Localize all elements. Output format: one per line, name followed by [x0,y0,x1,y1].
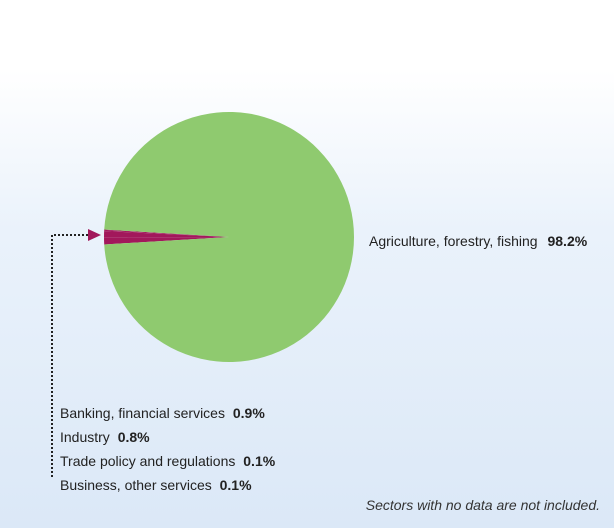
slice-value: 0.1% [243,453,275,469]
slice-label-business: Business, other services 0.1% [60,477,252,493]
pie-slice-banking-financial-services [104,237,229,245]
pie-slice-industry [104,231,229,238]
pie-slice-agriculture-forestry-fishing [104,112,355,363]
pie-slice-business-other-services [104,229,229,237]
connector-arrow-icon [88,229,101,241]
pie-slice-trade-policy-and-regulations [104,230,229,237]
slice-label-trade: Trade policy and regulations 0.1% [60,453,276,469]
slice-name: Trade policy and regulations [60,453,235,469]
slice-value: 98.2% [547,233,587,249]
chart-footnote: Sectors with no data are not included. [365,497,600,513]
slice-value: 0.1% [220,477,252,493]
slice-name: Industry [60,429,110,445]
slice-label-agriculture: Agriculture, forestry, fishing 98.2% [369,233,588,249]
connector-dotted-line [51,234,88,477]
slice-label-industry: Industry 0.8% [60,429,150,445]
slice-label-banking: Banking, financial services 0.9% [60,405,265,421]
slice-name: Agriculture, forestry, fishing [369,233,538,249]
small-slices-connector [51,229,101,477]
pie-slices [104,112,355,363]
slice-name: Business, other services [60,477,212,493]
slice-value: 0.9% [233,405,265,421]
slice-value: 0.8% [118,429,150,445]
slice-name: Banking, financial services [60,405,225,421]
